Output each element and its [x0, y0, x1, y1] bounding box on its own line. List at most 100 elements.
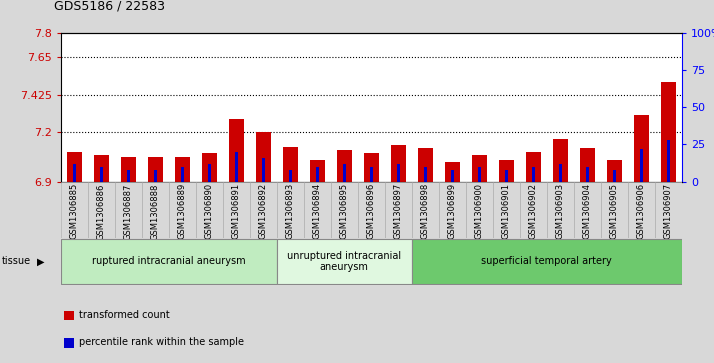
Text: GSM1306895: GSM1306895 — [340, 183, 348, 239]
Text: GSM1306906: GSM1306906 — [637, 183, 646, 239]
Text: GSM1306893: GSM1306893 — [286, 183, 295, 240]
Text: GSM1306886: GSM1306886 — [96, 183, 106, 240]
Bar — [526, 152, 540, 182]
Text: GDS5186 / 22583: GDS5186 / 22583 — [54, 0, 164, 13]
Text: GSM1306904: GSM1306904 — [583, 183, 592, 239]
FancyBboxPatch shape — [141, 182, 169, 238]
Bar — [202, 154, 216, 182]
Bar — [667, 140, 670, 182]
Bar — [316, 167, 319, 182]
Bar — [148, 157, 163, 182]
FancyBboxPatch shape — [115, 182, 141, 238]
Bar — [67, 152, 81, 182]
Bar — [94, 155, 109, 182]
Bar — [532, 167, 535, 182]
FancyBboxPatch shape — [466, 182, 493, 238]
Bar — [261, 158, 265, 182]
Bar — [310, 160, 325, 182]
Bar — [337, 150, 352, 182]
Text: GSM1306900: GSM1306900 — [475, 183, 484, 239]
FancyBboxPatch shape — [277, 239, 412, 284]
Text: GSM1306890: GSM1306890 — [205, 183, 213, 239]
Bar — [175, 157, 190, 182]
FancyBboxPatch shape — [250, 182, 277, 238]
Bar — [228, 119, 243, 182]
Bar — [607, 160, 622, 182]
Text: GSM1306905: GSM1306905 — [610, 183, 619, 239]
Bar — [613, 170, 616, 182]
FancyBboxPatch shape — [223, 182, 250, 238]
Bar — [343, 164, 346, 182]
FancyBboxPatch shape — [331, 182, 358, 238]
FancyBboxPatch shape — [493, 182, 520, 238]
Text: GSM1306901: GSM1306901 — [502, 183, 511, 239]
FancyBboxPatch shape — [412, 239, 682, 284]
Bar — [423, 167, 427, 182]
Bar — [154, 170, 157, 182]
Bar — [640, 149, 643, 182]
FancyBboxPatch shape — [303, 182, 331, 238]
FancyBboxPatch shape — [520, 182, 547, 238]
Text: GSM1306902: GSM1306902 — [529, 183, 538, 239]
Text: ▶: ▶ — [37, 256, 45, 266]
Bar — [634, 115, 649, 182]
Text: GSM1306889: GSM1306889 — [178, 183, 187, 240]
Bar — [580, 148, 595, 182]
Bar — [288, 170, 292, 182]
Bar — [451, 170, 454, 182]
Text: GSM1306888: GSM1306888 — [151, 183, 160, 240]
Bar — [73, 164, 76, 182]
Bar — [256, 132, 271, 182]
Text: GSM1306896: GSM1306896 — [367, 183, 376, 240]
Bar — [181, 167, 184, 182]
FancyBboxPatch shape — [385, 182, 412, 238]
Bar — [418, 148, 433, 182]
Bar — [499, 160, 514, 182]
Bar — [370, 167, 373, 182]
Text: superficial temporal artery: superficial temporal artery — [481, 256, 612, 266]
FancyBboxPatch shape — [439, 182, 466, 238]
Text: transformed count: transformed count — [79, 310, 170, 320]
Text: unruptured intracranial
aneurysm: unruptured intracranial aneurysm — [287, 250, 401, 272]
Bar — [235, 152, 238, 182]
FancyBboxPatch shape — [196, 182, 223, 238]
FancyBboxPatch shape — [547, 182, 574, 238]
FancyBboxPatch shape — [358, 182, 385, 238]
Bar — [445, 162, 460, 182]
Text: GSM1306907: GSM1306907 — [664, 183, 673, 239]
FancyBboxPatch shape — [277, 182, 303, 238]
FancyBboxPatch shape — [628, 182, 655, 238]
Text: GSM1306891: GSM1306891 — [232, 183, 241, 239]
Bar — [126, 170, 130, 182]
Text: GSM1306903: GSM1306903 — [555, 183, 565, 239]
Text: GSM1306899: GSM1306899 — [448, 183, 457, 239]
Bar — [397, 164, 400, 182]
Bar — [99, 167, 103, 182]
FancyBboxPatch shape — [574, 182, 601, 238]
FancyBboxPatch shape — [61, 239, 277, 284]
Bar — [585, 167, 589, 182]
Bar — [364, 154, 378, 182]
FancyBboxPatch shape — [61, 182, 88, 238]
Text: GSM1306887: GSM1306887 — [124, 183, 133, 240]
Text: percentile rank within the sample: percentile rank within the sample — [79, 337, 244, 347]
Bar — [391, 145, 406, 182]
Bar — [558, 164, 562, 182]
Bar — [478, 167, 481, 182]
Bar — [283, 147, 298, 182]
Bar — [121, 157, 136, 182]
FancyBboxPatch shape — [412, 182, 439, 238]
Text: GSM1306892: GSM1306892 — [258, 183, 268, 239]
FancyBboxPatch shape — [169, 182, 196, 238]
Bar — [661, 82, 675, 182]
FancyBboxPatch shape — [88, 182, 115, 238]
Text: GSM1306897: GSM1306897 — [394, 183, 403, 240]
Bar — [505, 170, 508, 182]
Bar — [208, 164, 211, 182]
Text: GSM1306898: GSM1306898 — [421, 183, 430, 240]
Text: tissue: tissue — [2, 256, 31, 266]
Text: GSM1306894: GSM1306894 — [313, 183, 322, 239]
FancyBboxPatch shape — [601, 182, 628, 238]
FancyBboxPatch shape — [655, 182, 682, 238]
Text: GSM1306885: GSM1306885 — [70, 183, 79, 240]
